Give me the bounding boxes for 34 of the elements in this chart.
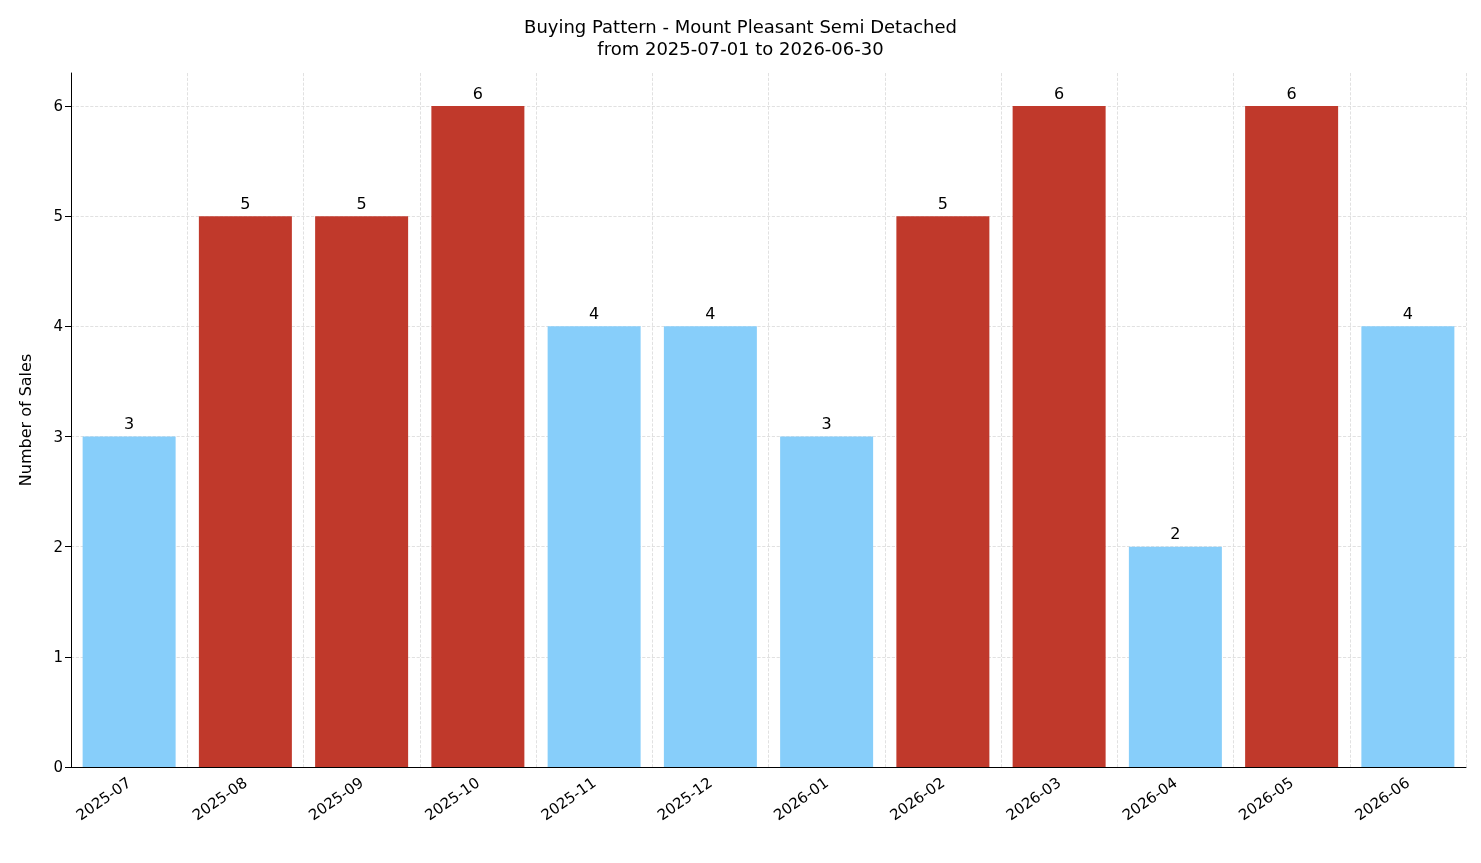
bar <box>315 216 409 767</box>
data-label: 6 <box>1286 83 1297 103</box>
y-tick-label: 1 <box>53 647 63 666</box>
data-label: 3 <box>821 414 832 434</box>
y-tick-label: 2 <box>53 537 63 556</box>
y-tick-label: 6 <box>53 97 63 116</box>
y-tick-label: 5 <box>53 207 63 226</box>
bar <box>431 106 525 767</box>
bar <box>198 216 292 767</box>
bar <box>82 436 176 767</box>
data-label: 5 <box>937 193 948 213</box>
data-label: 6 <box>1054 83 1065 103</box>
bar <box>1012 106 1106 767</box>
data-label: 4 <box>589 303 600 323</box>
y-tick-label: 3 <box>53 427 63 446</box>
data-label: 3 <box>124 414 135 434</box>
data-label: 4 <box>705 303 716 323</box>
chart-title: Buying Pattern - Mount Pleasant Semi Detached <box>524 15 957 37</box>
y-axis-title: Number of Sales <box>15 353 35 487</box>
bar <box>1128 546 1222 767</box>
bar <box>1245 106 1339 767</box>
y-tick-label: 0 <box>53 758 63 776</box>
data-label: 5 <box>240 193 251 213</box>
data-label: 5 <box>356 193 367 213</box>
bar <box>663 326 757 767</box>
bar <box>1361 326 1455 767</box>
chart-subtitle: from 2025-07-01 to 2026-06-30 <box>597 37 884 59</box>
bar <box>896 216 990 767</box>
data-label: 6 <box>472 83 483 103</box>
bar <box>547 326 641 767</box>
data-label: 4 <box>1402 303 1413 323</box>
y-tick-label: 4 <box>53 317 63 336</box>
bar <box>780 436 874 767</box>
data-label: 2 <box>1170 524 1181 544</box>
